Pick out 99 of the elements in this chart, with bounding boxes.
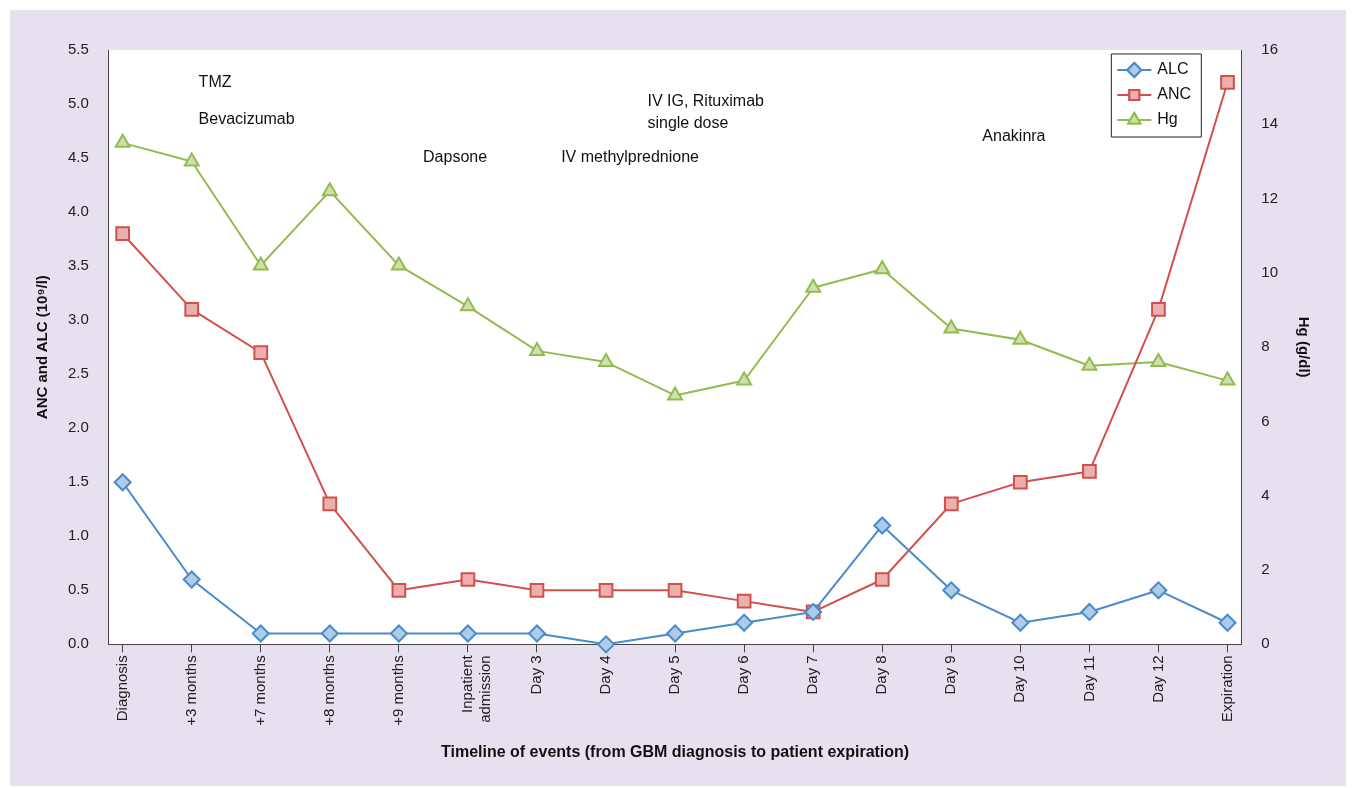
x-tick-label: +3 months [181,655,199,726]
legend-label: ALC [1157,60,1189,78]
point [113,473,132,492]
annotation: TMZ [198,72,232,90]
point [943,496,959,512]
point [320,624,339,643]
point [667,386,684,401]
point [1149,581,1168,600]
annotation: Anakinra [982,126,1046,144]
x-tick-label: Day 10 [1010,655,1028,703]
x-axis-title: Timeline of events (from GBM diagnosis to patient expiration) [440,742,910,760]
point [598,353,614,368]
x-tick-label: +7 months [250,655,268,726]
point [182,570,201,589]
point [1219,371,1236,386]
x-tick-label: Day 8 [872,655,890,695]
point [183,152,200,167]
point [390,256,407,271]
point [735,613,754,632]
point [1151,301,1166,317]
x-tick-label: Day 4 [596,655,614,695]
point [321,182,338,197]
point [1082,464,1097,479]
y-axis-title: ANC and ALC (10⁹/l) [33,275,51,420]
point [943,319,960,334]
point [253,345,269,360]
point [527,624,546,643]
y-tick-label: 3.0 [67,310,89,328]
x-tick-label: Day 11 [1079,655,1097,702]
point [597,635,616,654]
point [1012,330,1029,345]
point [460,297,476,312]
y-tick-label: 3.5 [67,256,89,274]
y2-tick-label: 4 [1261,485,1270,503]
y-tick-label: 4.0 [67,202,89,220]
y2-tick-label: 12 [1261,188,1278,206]
y-tick-label: 2.0 [67,418,89,436]
point [1218,613,1237,632]
x-tick-label: +9 months [389,655,407,726]
y-tick-label: 1.5 [67,472,89,490]
annotation: Bevacizumab [198,109,295,127]
point [458,624,477,643]
point [1012,474,1028,490]
y-tick-label: 2.5 [67,364,89,382]
legend-label: ANC [1157,85,1192,103]
y2-tick-label: 6 [1261,411,1270,429]
y2-tick-label: 16 [1261,40,1278,58]
point [115,226,131,242]
point [1150,353,1167,368]
y2-tick-label: 2 [1261,560,1270,578]
point [666,624,685,643]
y2-axis-title: Hg (g/dl) [1295,316,1313,378]
point [529,341,545,356]
y2-tick-label: 0 [1261,634,1270,652]
point [184,301,200,317]
x-tick-label: Day 12 [1148,655,1166,703]
point [736,371,753,386]
point [667,582,683,598]
point [251,624,270,643]
x-tick-label: Day 9 [941,655,959,695]
point [529,582,545,598]
y-tick-label: 1.0 [67,526,89,544]
point [736,593,752,609]
x-tick-label: Day 3 [527,655,545,695]
point [873,516,892,535]
point [942,581,961,600]
point [252,256,269,271]
point [460,572,476,587]
annotation: Dapsone [423,148,488,166]
x-tick-label: Day 6 [734,655,752,695]
x-tick-label: +8 months [319,655,337,726]
x-tick-label: Expiration [1217,655,1235,723]
y-tick-label: 0.5 [67,580,89,598]
point [391,582,407,598]
point [1080,602,1099,621]
x-tick-label: Diagnosis [112,655,130,722]
x-tick-label: Day 7 [803,655,821,695]
y2-tick-label: 10 [1261,263,1278,281]
y-tick-label: 5.0 [67,94,89,112]
point [1011,613,1030,632]
legend-label: Hg [1157,110,1178,128]
x-tick-label: Day 5 [665,655,683,695]
point [1220,75,1235,90]
y2-tick-label: 8 [1261,337,1270,355]
point [389,624,408,643]
y-tick-label: 5.5 [67,40,89,58]
y-tick-label: 4.5 [67,148,89,166]
point [805,278,822,293]
point [1081,356,1098,371]
point [874,572,890,587]
y-tick-label: 0.0 [67,634,89,652]
annotation: IV methylprednione [561,148,700,166]
point [114,133,131,148]
y2-tick-label: 14 [1261,114,1278,132]
point [322,496,338,512]
point [598,582,614,598]
x-tick-label: Inpatient admission [458,654,494,723]
annotation: IV IG, Rituximab single dose [647,92,765,132]
point [874,260,891,275]
